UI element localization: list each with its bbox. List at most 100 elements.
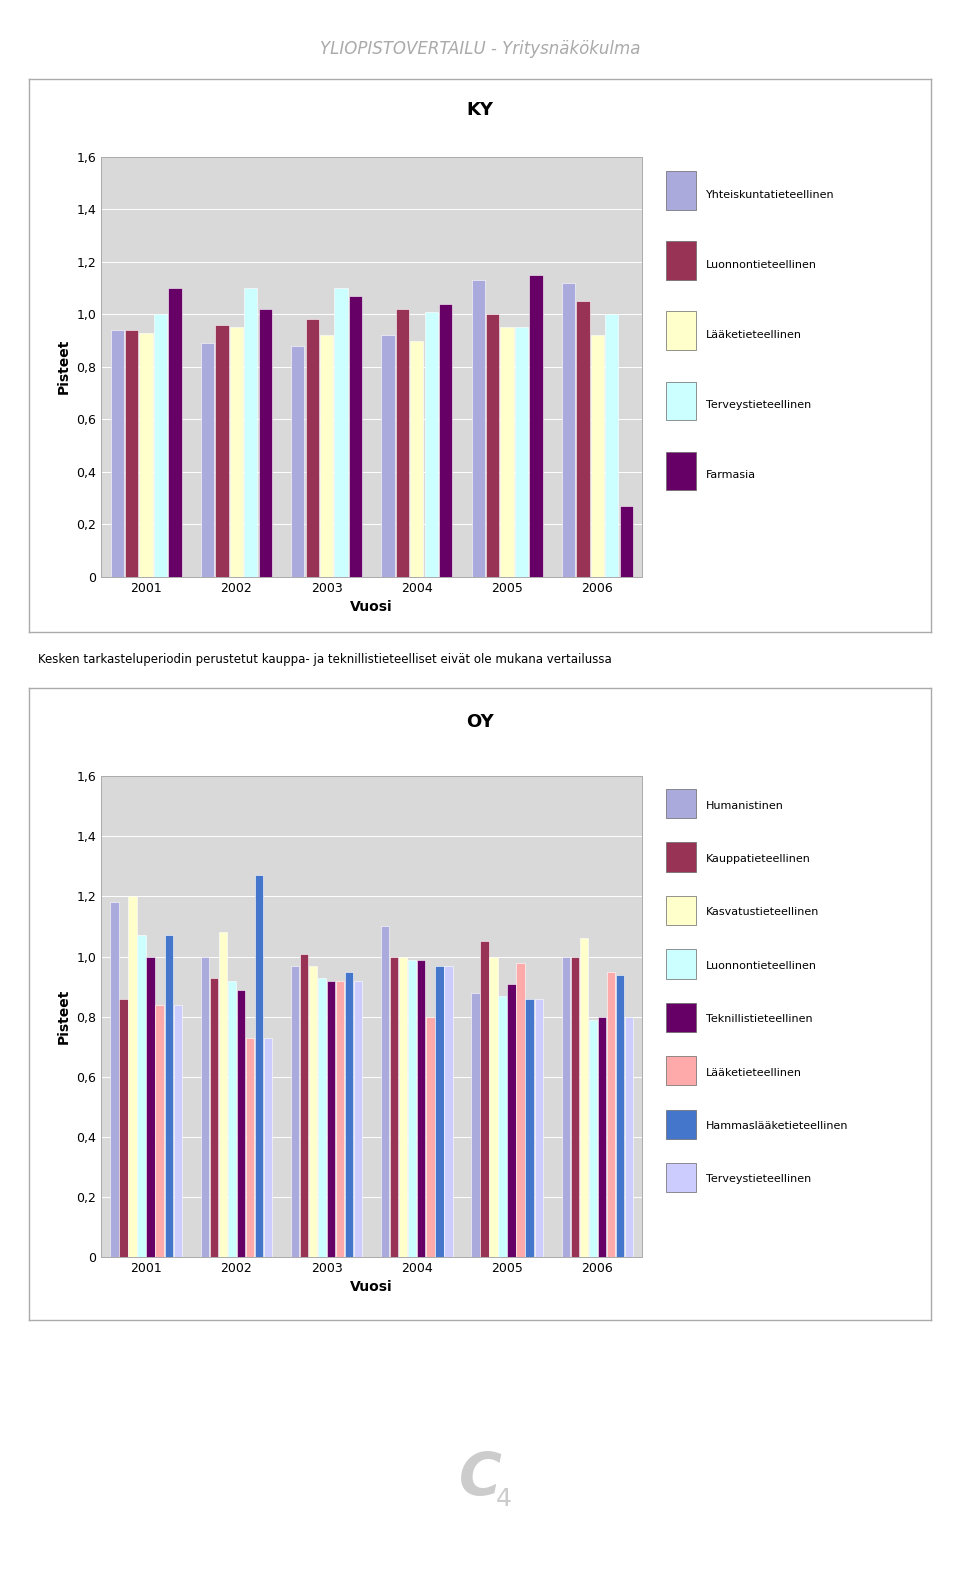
Text: Luonnontieteellinen: Luonnontieteellinen <box>706 961 817 971</box>
FancyBboxPatch shape <box>665 452 696 490</box>
Bar <box>486 315 499 577</box>
Bar <box>426 1017 435 1257</box>
FancyBboxPatch shape <box>665 1002 696 1032</box>
FancyBboxPatch shape <box>665 1164 696 1192</box>
Text: Luonnontieteellinen: Luonnontieteellinen <box>706 261 817 270</box>
Bar <box>246 1037 254 1257</box>
Bar <box>168 288 181 577</box>
Bar <box>137 936 146 1257</box>
Bar <box>318 977 326 1257</box>
Text: Kauppatieteellinen: Kauppatieteellinen <box>706 854 811 865</box>
Bar <box>154 315 167 577</box>
Bar <box>500 327 514 577</box>
Bar <box>348 296 362 577</box>
Text: C: C <box>459 1450 501 1507</box>
Bar <box>139 332 153 577</box>
Bar <box>535 999 542 1257</box>
Bar <box>444 966 452 1257</box>
FancyBboxPatch shape <box>665 171 696 210</box>
Text: Hammaslääketieteellinen: Hammaslääketieteellinen <box>706 1121 849 1130</box>
Bar <box>309 966 317 1257</box>
Bar <box>508 983 516 1257</box>
Bar <box>424 311 438 577</box>
Bar <box>125 330 138 577</box>
X-axis label: Vuosi: Vuosi <box>350 601 393 615</box>
FancyBboxPatch shape <box>665 896 696 925</box>
Bar <box>264 1037 272 1257</box>
Text: Yhteiskuntatieteellinen: Yhteiskuntatieteellinen <box>706 190 834 201</box>
Bar <box>607 971 615 1257</box>
Text: 4: 4 <box>496 1486 512 1511</box>
Bar <box>471 280 485 577</box>
Bar <box>320 335 333 577</box>
FancyBboxPatch shape <box>665 242 696 280</box>
Bar <box>300 953 308 1257</box>
Text: Lääketieteellinen: Lääketieteellinen <box>706 330 802 340</box>
Y-axis label: Pisteet: Pisteet <box>57 988 71 1045</box>
Bar <box>201 957 209 1257</box>
Bar <box>354 980 362 1257</box>
Bar <box>219 933 227 1257</box>
Bar <box>147 957 155 1257</box>
Bar <box>598 1017 606 1257</box>
Text: Lääketieteellinen: Lääketieteellinen <box>706 1067 802 1078</box>
Bar <box>110 903 119 1257</box>
Bar <box>410 340 423 577</box>
Bar <box>590 335 604 577</box>
Bar <box>418 960 425 1257</box>
Bar <box>562 283 575 577</box>
Bar <box>291 966 300 1257</box>
Bar <box>498 996 507 1257</box>
FancyBboxPatch shape <box>665 1056 696 1086</box>
Bar <box>229 327 243 577</box>
Bar <box>174 1004 181 1257</box>
Bar <box>129 896 136 1257</box>
Bar <box>576 300 589 577</box>
Bar <box>254 876 263 1257</box>
Bar <box>390 957 398 1257</box>
Bar <box>399 957 407 1257</box>
Bar <box>515 327 528 577</box>
Text: Kasvatustieteellinen: Kasvatustieteellinen <box>706 907 819 917</box>
Bar <box>215 324 228 577</box>
Bar <box>336 980 345 1257</box>
FancyBboxPatch shape <box>665 381 696 421</box>
Bar <box>327 980 335 1257</box>
Bar <box>291 346 304 577</box>
Bar <box>525 999 534 1257</box>
Bar <box>615 974 624 1257</box>
Bar <box>381 926 390 1257</box>
Bar <box>580 939 588 1257</box>
Bar <box>619 506 633 577</box>
Bar <box>156 1004 164 1257</box>
FancyBboxPatch shape <box>665 949 696 979</box>
Text: Terveystieteellinen: Terveystieteellinen <box>706 400 811 411</box>
Bar <box>439 304 452 577</box>
Bar <box>164 936 173 1257</box>
Text: KY: KY <box>467 101 493 119</box>
X-axis label: Vuosi: Vuosi <box>350 1281 393 1295</box>
Bar <box>381 335 395 577</box>
Bar <box>516 963 525 1257</box>
FancyBboxPatch shape <box>665 843 696 871</box>
FancyBboxPatch shape <box>665 789 696 819</box>
Bar <box>244 288 257 577</box>
Bar <box>258 308 272 577</box>
Bar <box>490 957 497 1257</box>
Bar <box>529 275 542 577</box>
Bar <box>471 993 480 1257</box>
Bar <box>201 343 214 577</box>
Text: Kesken tarkasteluperiodin perustetut kauppa- ja teknillistieteelliset eivät ole : Kesken tarkasteluperiodin perustetut kau… <box>38 653 612 666</box>
Bar <box>396 308 409 577</box>
Bar <box>305 319 319 577</box>
Bar <box>562 957 570 1257</box>
Y-axis label: Pisteet: Pisteet <box>57 338 71 395</box>
Bar <box>209 977 218 1257</box>
Text: Humanistinen: Humanistinen <box>706 800 783 811</box>
Text: OY: OY <box>467 713 493 730</box>
Bar <box>570 957 579 1257</box>
Bar <box>237 990 245 1257</box>
Text: Terveystieteellinen: Terveystieteellinen <box>706 1175 811 1184</box>
Bar <box>110 330 124 577</box>
Bar <box>228 980 236 1257</box>
